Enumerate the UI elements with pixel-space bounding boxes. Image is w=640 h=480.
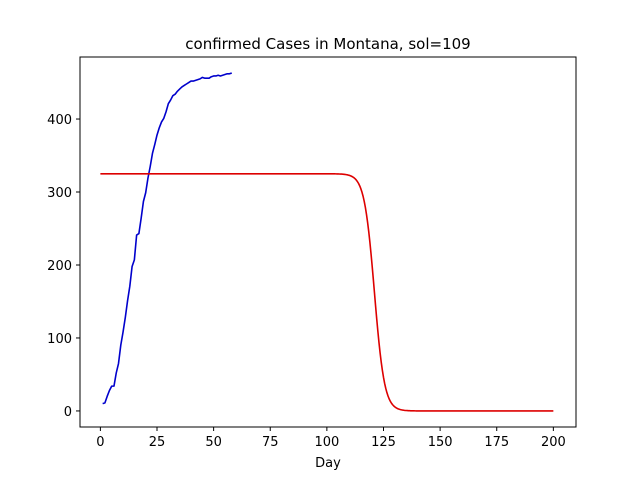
- x-tick-label: 200: [541, 435, 566, 450]
- x-axis-label: Day: [315, 456, 341, 471]
- series-layer: [100, 72, 554, 412]
- x-tick-label: 75: [262, 435, 279, 450]
- plot-frame: [79, 56, 577, 428]
- x-tick-label: 0: [96, 435, 104, 450]
- series-line-model: [100, 172, 554, 412]
- x-tick-label: 25: [149, 435, 166, 450]
- x-axis: 0 25 50 75 100 125 150 175 200: [96, 427, 566, 450]
- y-tick-label: 200: [47, 259, 72, 274]
- x-tick-label: 100: [314, 435, 339, 450]
- y-axis: 0 100 200 300 400: [47, 113, 80, 420]
- x-tick-label: 125: [371, 435, 396, 450]
- chart-title: confirmed Cases in Montana, sol=109: [185, 35, 470, 53]
- x-tick-label: 175: [484, 435, 509, 450]
- x-tick-label: 50: [205, 435, 222, 450]
- y-tick-label: 0: [64, 405, 72, 420]
- y-tick-label: 100: [47, 332, 72, 347]
- y-tick-label: 400: [47, 113, 72, 128]
- x-tick-label: 150: [428, 435, 453, 450]
- y-tick-label: 300: [47, 186, 72, 201]
- series-line-confirmed: [102, 72, 232, 405]
